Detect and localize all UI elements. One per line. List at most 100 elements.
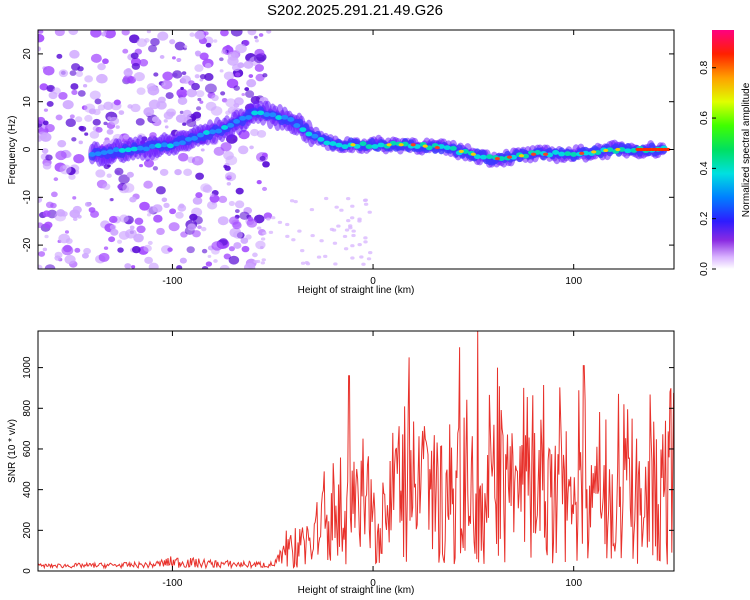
noise-speck [73, 154, 85, 164]
ridge-core [485, 154, 493, 160]
noise-speck [43, 108, 49, 112]
noise-speck [100, 32, 107, 37]
noise-speck [95, 169, 106, 178]
noise-speck [248, 74, 254, 78]
noise-speck [117, 184, 123, 189]
noise-speck [254, 39, 259, 43]
noise-speck [38, 222, 44, 228]
noise-speck [106, 128, 114, 135]
noise-speck [156, 227, 165, 236]
noise-speck [233, 230, 243, 239]
noise-speck [115, 125, 120, 129]
noise-speck [163, 119, 168, 123]
noise-speck [194, 64, 204, 72]
noise-speck [108, 215, 118, 224]
ridge-core [473, 154, 481, 160]
noise-speck [271, 216, 276, 220]
noise-speck [130, 103, 141, 113]
ridge-core [197, 132, 205, 138]
ridge-core [341, 144, 349, 150]
noise-speck [204, 83, 217, 94]
noise-speck [262, 73, 268, 78]
ridge-core [624, 148, 632, 154]
noise-speck [143, 180, 153, 189]
noise-speck [254, 64, 265, 72]
spectrogram-xtick-label: 100 [565, 276, 582, 287]
noise-speck [225, 44, 231, 49]
noise-speck [246, 79, 257, 88]
noise-speck [90, 30, 102, 38]
noise-speck [155, 186, 166, 195]
ridge-core [329, 141, 337, 146]
noise-speck [266, 30, 272, 34]
noise-speck [310, 233, 315, 238]
noise-speck [94, 98, 102, 105]
noise-speck [178, 152, 189, 162]
noise-speck [217, 216, 229, 226]
ridge-core [184, 136, 192, 142]
noise-speck [204, 73, 214, 81]
noise-speck [368, 251, 373, 255]
noise-speck [197, 97, 202, 102]
noise-speck [42, 162, 52, 170]
noise-speck [305, 262, 311, 266]
noise-speck [187, 223, 197, 231]
noise-speck [244, 262, 256, 269]
ridge-core [299, 127, 307, 133]
noise-speck [107, 164, 111, 168]
noise-speck [343, 247, 349, 251]
noise-speck [78, 140, 83, 145]
noise-speck [126, 171, 134, 178]
noise-speck [82, 84, 88, 88]
noise-speck [195, 172, 204, 180]
ridge-core [443, 145, 451, 151]
noise-speck [118, 110, 125, 115]
noise-speck [204, 62, 212, 69]
ridge-core [106, 149, 114, 155]
noise-speck [249, 145, 254, 150]
noise-speck [199, 74, 207, 80]
noise-speck [348, 224, 353, 228]
ridge-hotspot [350, 143, 356, 147]
noise-speck [71, 137, 77, 142]
noise-speck [38, 30, 44, 34]
noise-speck [262, 161, 270, 168]
noise-speck [211, 94, 219, 102]
spectrogram-ytick-label: 0 [22, 146, 33, 152]
noise-speck [182, 122, 187, 126]
ridge-core [130, 146, 138, 152]
snr-frame [37, 330, 675, 572]
noise-speck [219, 69, 224, 73]
ridge-core [239, 115, 247, 121]
noise-speck [117, 239, 123, 244]
noise-speck [122, 48, 129, 54]
ridge-core [570, 152, 578, 157]
noise-speck [192, 230, 201, 238]
noise-speck [285, 222, 290, 227]
noise-speck [108, 236, 116, 243]
noise-speck [167, 247, 173, 252]
noise-speck [143, 244, 152, 252]
noise-speck [148, 262, 159, 269]
noise-speck [174, 41, 186, 51]
noise-speck [172, 70, 183, 79]
ridge-core [100, 150, 108, 156]
noise-speck [260, 237, 266, 241]
noise-speck [277, 220, 283, 224]
noise-speck [54, 255, 61, 261]
ridge-core [269, 112, 277, 118]
noise-speck [366, 257, 372, 261]
noise-speck [44, 123, 55, 133]
noise-speck [201, 248, 208, 254]
noise-speck [156, 100, 167, 110]
ridge-hotspot [506, 155, 513, 159]
spectrogram-xlabel: Height of straight line (km) [298, 285, 415, 296]
noise-speck [255, 259, 261, 264]
ridge-hotspot [530, 152, 537, 156]
noise-speck [334, 205, 339, 209]
noise-speck [56, 53, 63, 59]
noise-speck [250, 128, 259, 137]
